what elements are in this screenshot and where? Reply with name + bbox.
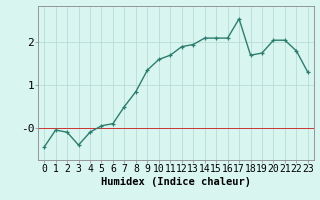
X-axis label: Humidex (Indice chaleur): Humidex (Indice chaleur) [101, 177, 251, 187]
